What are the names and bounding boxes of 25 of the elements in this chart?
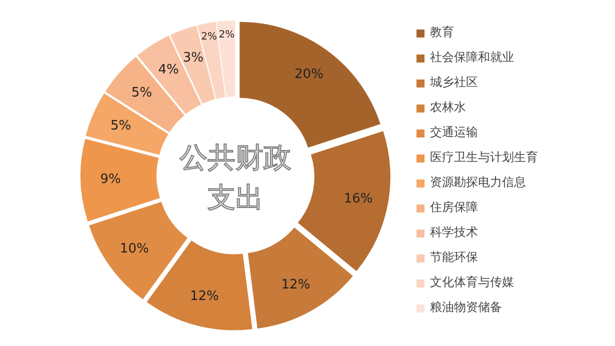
data-label: 3%	[182, 50, 204, 66]
data-label: 5%	[131, 85, 152, 100]
data-label: 20%	[294, 66, 324, 82]
data-label: 12%	[281, 278, 310, 293]
legend-label: 住房保障	[430, 199, 478, 216]
data-label: 10%	[120, 241, 149, 256]
data-label: 9%	[100, 172, 121, 187]
legend-label: 科学技术	[430, 224, 478, 241]
legend-label: 教育	[430, 24, 454, 41]
data-label: 12%	[190, 289, 219, 304]
data-label: 16%	[344, 191, 373, 206]
legend-label: 节能环保	[430, 249, 478, 266]
legend-label: 社会保障和就业	[430, 49, 514, 66]
legend-label: 粮油物资储备	[430, 299, 502, 316]
legend-label: 文化体育与传媒	[430, 274, 514, 291]
legend-label: 农林水	[430, 99, 466, 116]
legend-label: 交通运输	[430, 124, 478, 141]
legend-label: 医疗卫生与计划生育	[430, 149, 538, 166]
text: 公共财政支出	[180, 141, 292, 214]
data-label: 4%	[158, 62, 179, 78]
legend-label: 城乡社区	[430, 74, 478, 91]
data-label: 2%	[201, 31, 218, 42]
legend-label: 资源勘探电力信息	[430, 174, 526, 191]
data-label: 5%	[110, 118, 132, 134]
data-label: 2%	[218, 29, 235, 40]
